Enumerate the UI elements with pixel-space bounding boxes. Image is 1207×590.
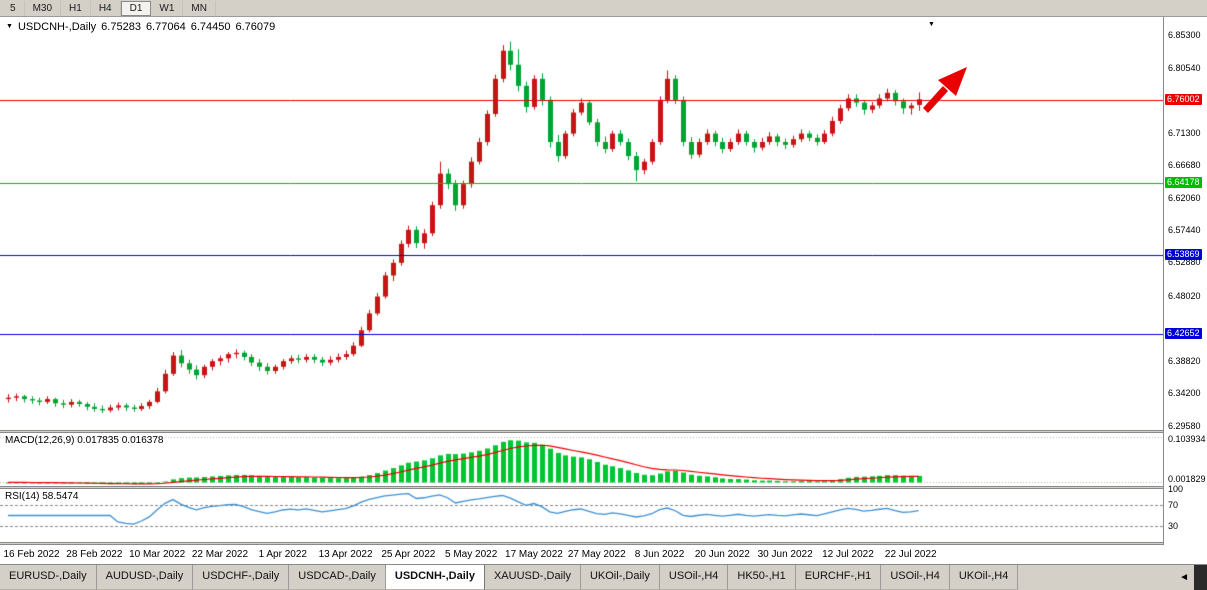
chart-tab-usdchfdaily-2[interactable]: USDCHF-,Daily: [193, 565, 290, 590]
time-axis-tick: 30 Jun 2022: [757, 549, 813, 560]
price-axis-tick: 6.52880: [1168, 257, 1201, 268]
price-axis-tick: 6.34200: [1168, 388, 1201, 399]
time-axis-tick: 1 Apr 2022: [258, 549, 307, 560]
chart-tab-eurchfh1-9[interactable]: EURCHF-,H1: [795, 565, 882, 590]
price-level-label: 6.76002: [1165, 93, 1202, 105]
time-axis-tick: 28 Feb 2022: [66, 549, 123, 560]
timeframe-button-w1[interactable]: W1: [151, 0, 184, 16]
chart-tab-ukoildaily-6[interactable]: UKOil-,Daily: [580, 565, 660, 590]
ohlc-close: 6.76079: [235, 21, 276, 33]
ohlc-open: 6.75283: [101, 21, 141, 33]
price-axis-tick: 6.38820: [1168, 356, 1201, 367]
price-axis-tick: 6.66680: [1168, 160, 1201, 171]
time-axis-tick: 10 Mar 2022: [129, 549, 186, 560]
panel-divider[interactable]: [0, 486, 1207, 489]
macd-indicator-panel: MACD(12,26,9) 0.017835 0.016378: [0, 433, 1163, 486]
timeframe-button-m30[interactable]: M30: [25, 0, 62, 16]
time-axis-tick: 12 Jul 2022: [822, 549, 874, 560]
rsi-canvas[interactable]: [0, 489, 1163, 542]
chart-tab-usdcnhdaily-4[interactable]: USDCNH-,Daily: [385, 565, 485, 590]
timeframe-button-5[interactable]: 5: [2, 0, 25, 16]
timeframe-button-d1[interactable]: D1: [120, 0, 152, 16]
price-chart-panel: ▼ USDCNH-,Daily 6.75283 6.77064 6.74450 6.760…: [0, 17, 1163, 430]
price-axis-tick: 6.29580: [1168, 420, 1201, 431]
trend-arrow-annotation[interactable]: [921, 64, 969, 114]
rsi-axis-label: 70: [1168, 499, 1179, 510]
price-axis-tick: 6.62060: [1168, 192, 1201, 203]
chart-tab-hk50h1-8[interactable]: HK50-,H1: [728, 565, 796, 590]
price-level-label: 6.53869: [1165, 249, 1202, 261]
time-axis-tick: 20 Jun 2022: [694, 549, 750, 560]
rsi-indicator-panel: RSI(14) 58.5474: [0, 489, 1163, 542]
timeframe-button-h4[interactable]: H4: [91, 0, 121, 16]
timeframe-toolbar: 5 M30 H1 H4 D1 W1 MN: [0, 0, 1207, 17]
panel-divider[interactable]: [0, 430, 1207, 433]
price-level-label: 6.42652: [1165, 328, 1202, 340]
macd-label: MACD(12,26,9) 0.017835 0.016378: [5, 435, 164, 446]
time-axis[interactable]: 16 Feb 2022 28 Feb 2022 10 Mar 2022 22 Mar …: [0, 545, 1207, 564]
ohlc-low: 6.74450: [190, 21, 231, 33]
chart-tab-xauusddaily-5[interactable]: XAUUSD-,Daily: [484, 565, 581, 590]
time-axis-tick: 17 May 2022: [505, 549, 563, 560]
tabs-scroll-left-icon[interactable]: ◄: [1179, 572, 1189, 583]
time-axis-tick: 5 May 2022: [445, 549, 498, 560]
symbol-name: USDCNH-,Daily: [17, 21, 97, 33]
chart-tab-usdcaddaily-3[interactable]: USDCAD-,Daily: [289, 565, 386, 590]
time-axis-tick: 16 Feb 2022: [3, 549, 60, 560]
ohlc-high: 6.77064: [145, 21, 186, 33]
chart-tab-eurusddaily-0[interactable]: EURUSD-,Daily: [0, 565, 97, 590]
tab-spacer: [1018, 565, 1174, 590]
price-axis-tick: 6.48020: [1168, 291, 1201, 302]
time-axis-tick: 22 Mar 2022: [191, 549, 249, 560]
macd-axis-label: 0.001829: [1168, 474, 1206, 484]
timeframe-button-h1[interactable]: H1: [61, 0, 91, 16]
rsi-axis-label: 100: [1168, 484, 1184, 494]
timeframe-button-mn[interactable]: MN: [183, 0, 216, 16]
price-scale-axis[interactable]: 6.85300 6.80540 6.71300 6.66680 6.62060 6.574…: [1163, 17, 1207, 545]
price-axis-tick: 6.85300: [1168, 29, 1201, 40]
time-axis-tick: 25 Apr 2022: [381, 549, 436, 560]
time-axis-tick: 22 Jul 2022: [884, 549, 937, 560]
dropdown-arrow-icon: ▼: [6, 23, 13, 30]
time-axis-tick: 8 Jun 2022: [634, 549, 685, 560]
window-corner: [1194, 565, 1207, 590]
chart-symbol-readout: ▼ USDCNH-,Daily 6.75283 6.77064 6.74450 6.760…: [6, 21, 280, 33]
macd-axis-label: 0.103934: [1168, 434, 1206, 444]
chart-tab-ukoilh4-11[interactable]: UKOil-,H4: [949, 565, 1019, 590]
chart-tab-usoilh4-10[interactable]: USOil-,H4: [881, 565, 950, 590]
rsi-axis-label: 30: [1168, 521, 1179, 532]
price-axis-tick: 6.71300: [1168, 127, 1201, 138]
price-axis-tick: 6.57440: [1168, 225, 1201, 236]
chart-tab-usoilh4-7[interactable]: USOil-,H4: [659, 565, 729, 590]
price-axis-tick: 6.80540: [1168, 62, 1201, 73]
price-level-label: 6.64178: [1165, 176, 1202, 188]
panel-divider[interactable]: [0, 542, 1207, 545]
macd-canvas[interactable]: [0, 433, 1163, 486]
chart-tab-bar: EURUSD-,Daily AUDUSD-,Daily USDCHF-,Daily U…: [0, 564, 1207, 590]
time-axis-tick: 27 May 2022: [567, 549, 626, 560]
rsi-label: RSI(14) 58.5474: [5, 491, 79, 502]
candlestick-chart-canvas[interactable]: [0, 17, 1163, 430]
chart-shift-marker-icon[interactable]: ▼: [928, 21, 935, 28]
chart-tab-audusddaily-1[interactable]: AUDUSD-,Daily: [96, 565, 194, 590]
time-axis-tick: 13 Apr 2022: [318, 549, 373, 560]
